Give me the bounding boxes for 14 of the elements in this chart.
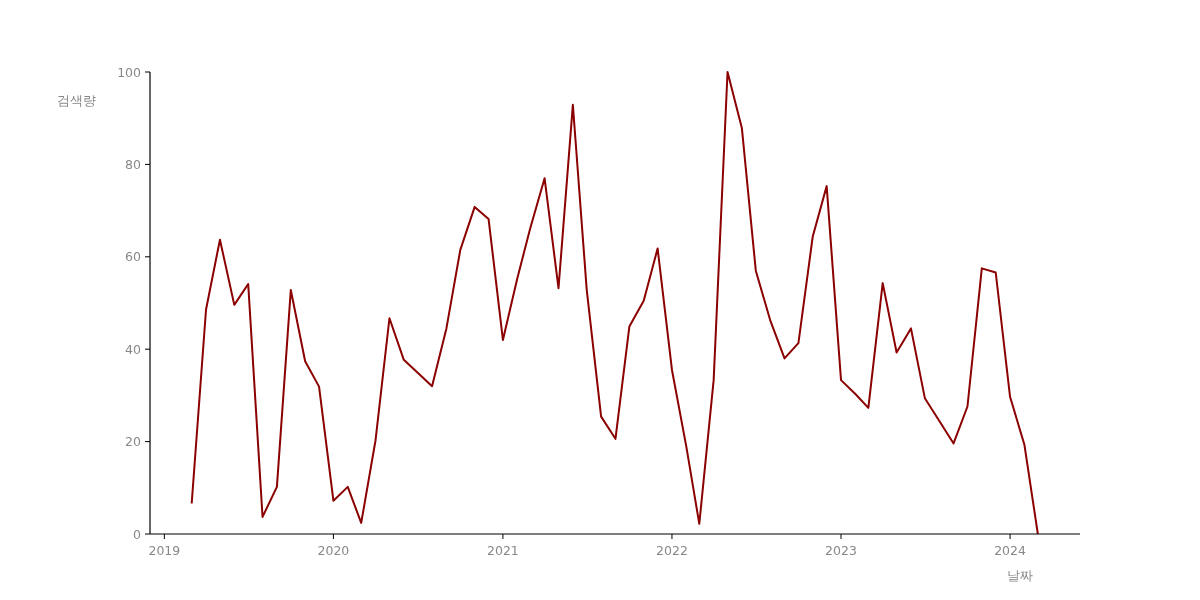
x-tick-label: 2020 (317, 543, 350, 558)
y-tick-label: 100 (117, 64, 141, 80)
y-tick-label: 20 (125, 434, 141, 450)
y-tick-label: 60 (125, 249, 141, 265)
x-tick-label: 2019 (148, 543, 181, 558)
x-tick-label: 2024 (994, 543, 1026, 558)
y-tick-label: 0 (133, 526, 141, 542)
x-tick-label: 2022 (656, 543, 688, 558)
x-axis-title: 날짜 (1007, 568, 1033, 583)
y-tick-label: 40 (125, 341, 141, 357)
x-tick-label: 2023 (825, 543, 857, 558)
y-tick-label: 80 (125, 156, 141, 172)
y-axis-title: 검색량 (56, 93, 96, 108)
x-tick-label: 2021 (487, 543, 519, 558)
